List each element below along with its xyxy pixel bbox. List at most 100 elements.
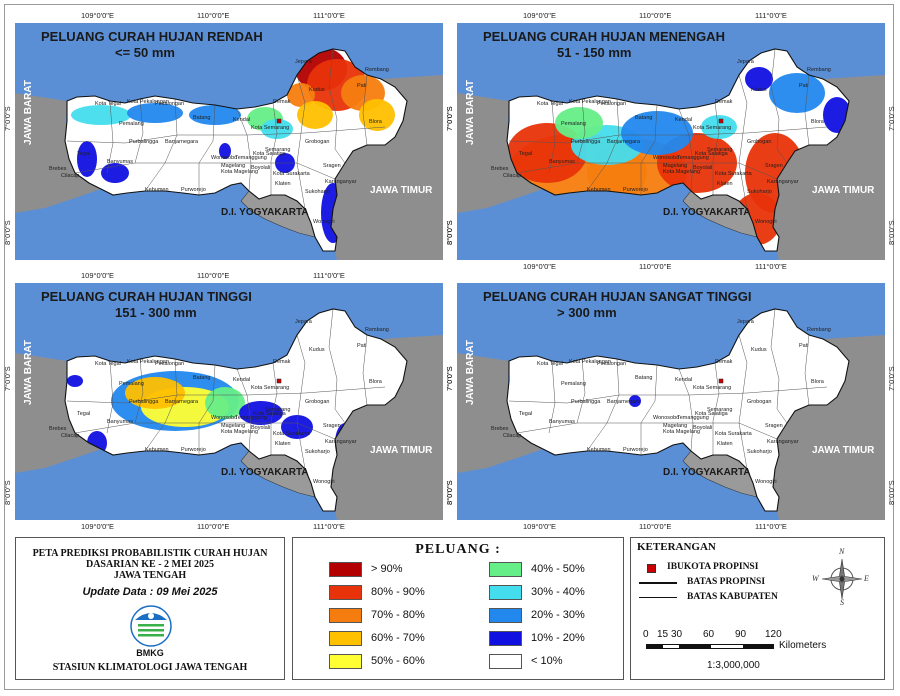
kabupaten-border (678, 108, 694, 192)
kabupaten-label: Kota Magelang (221, 169, 258, 175)
kabupaten-label: Cilacap (61, 173, 80, 179)
lon-label: 111°0'0"E (313, 271, 345, 280)
kabupaten-label: Magelang (663, 423, 688, 429)
kabupaten-label: Kota Magelang (663, 169, 700, 175)
kabupaten-label: Banyumas (549, 419, 575, 425)
kabupaten-label: Klaten (717, 181, 733, 187)
lon-label: 109°0'0"E (81, 522, 114, 531)
probability-patch (507, 123, 587, 183)
kabupaten-border (236, 108, 252, 192)
legend-label: 10% - 20% (531, 632, 585, 644)
kabupaten-label: Kota Semarang (693, 385, 732, 391)
kabupaten-border (362, 74, 368, 146)
kabupaten-label: Purbalingga (129, 399, 159, 405)
kabupaten-label: Purworejo (623, 187, 648, 193)
lat-label: 8°0'0"S (445, 480, 454, 505)
scale-tick-15: 15 (657, 629, 669, 640)
kabupaten-label: Rembang (365, 327, 389, 333)
kabupaten-label: Purworejo (181, 447, 206, 453)
legend-kabupaten-label: BATAS KABUPATEN (687, 592, 778, 602)
province-border (64, 48, 408, 252)
jawa-tengah-area (507, 309, 849, 511)
scale-tick-0: 0 (643, 629, 649, 640)
kabupaten-label: Kendal (675, 117, 693, 123)
probability-patch (297, 101, 333, 129)
kabupaten-label: Kota Pekalongan (569, 99, 611, 105)
map-panel-2: PELUANG CURAH HUJAN MENENGAH 51 - 150 mm J… (457, 23, 885, 260)
kabupaten-label: Kota Tegal (95, 101, 121, 107)
kabupaten-label: Kota Salatiga (695, 151, 728, 157)
kabupaten-label: Kota Pekalongan (127, 99, 169, 105)
capital-marker (718, 378, 724, 384)
probability-patch (359, 99, 395, 131)
kabupaten-label: Jepara (295, 319, 312, 325)
kabupaten-label: Kudus (309, 87, 325, 93)
legend-swatch (329, 562, 362, 577)
kabupaten-border (678, 368, 694, 452)
kabupaten-label: Karanganyar (325, 439, 357, 445)
page-frame (4, 4, 894, 690)
lat-label: 7°0'0"S (3, 366, 12, 391)
province-border (64, 308, 408, 512)
kabupaten-label: Kota Tegal (537, 101, 563, 107)
compass-e: E (864, 574, 869, 583)
kabupaten-line-icon (639, 597, 677, 598)
kabupaten-border (270, 362, 278, 455)
probability-patch (125, 377, 185, 409)
kabupaten-border (516, 162, 778, 180)
map-canvas (457, 283, 885, 520)
kabupaten-border (362, 334, 368, 406)
probability-layer (629, 395, 641, 407)
kabupaten-label: Semarang (265, 147, 291, 153)
legend-label: 20% - 30% (531, 609, 585, 621)
map-panel-4: PELUANG CURAH HUJAN SANGAT TINGGI > 300 m… (457, 283, 885, 520)
bmkg-logo (129, 604, 173, 648)
kabupaten-label: Demak (715, 359, 733, 365)
legend-label: 40% - 50% (531, 563, 585, 575)
kabupaten-label: Karanganyar (767, 439, 799, 445)
kabupaten-border (106, 360, 114, 434)
kabupaten-label: Kota Semarang (251, 125, 290, 131)
kabupaten-label: Temanggung (677, 155, 709, 161)
kabupaten-label: Kota Tegal (95, 361, 121, 367)
kabupaten-label: Pemalang (561, 121, 586, 127)
region-jawa-barat: JAWA BARAT (465, 340, 476, 405)
scale-tick-90: 90 (735, 629, 747, 640)
lon-label: 110°0'0"E (639, 11, 672, 20)
scale-bar (646, 644, 774, 649)
kabupaten-label: Kebumen (145, 447, 169, 453)
kabupaten-label: Tegal (519, 151, 533, 157)
region-jawa-timur: JAWA TIMUR (370, 445, 433, 456)
legend-label: 30% - 40% (531, 586, 585, 598)
kabupaten-label: Wonosobo (211, 415, 238, 421)
kabupaten-label: Kendal (675, 377, 693, 383)
lon-label: 111°0'0"E (313, 522, 345, 531)
legend-label: 60% - 70% (371, 632, 425, 644)
jawa-barat-land (15, 353, 101, 473)
bmkg-logo-text: BMKG (136, 648, 164, 658)
kabupaten-label: Banjarnegara (165, 399, 199, 405)
capital-marker (276, 378, 282, 384)
lon-label: 110°0'0"E (197, 271, 230, 280)
lon-label: 111°0'0"E (755, 262, 787, 271)
kabupaten-label: Pemalang (119, 121, 144, 127)
kabupaten-label: Klaten (275, 441, 291, 447)
lat-label: 8°0'0"S (3, 220, 12, 245)
kabupaten-label: Purbalingga (129, 139, 159, 145)
probability-patch (189, 105, 241, 125)
kabupaten-label: Purworejo (181, 187, 206, 193)
province-line-icon (639, 582, 677, 584)
kabupaten-border (66, 126, 386, 144)
kabupaten-label: Semarang (265, 407, 291, 413)
legend-swatch (329, 585, 362, 600)
region-diy: D.I. YOGYAKARTA (221, 207, 309, 218)
kabupaten-border (548, 360, 556, 434)
kabupaten-label: Demak (273, 359, 291, 365)
kabupaten-label: Tegal (77, 411, 91, 417)
probability-patch (239, 401, 283, 425)
legend-label: 80% - 90% (371, 586, 425, 598)
kabupaten-label: Pekalongan (597, 101, 627, 107)
kabupaten-border (508, 386, 828, 404)
kabupaten-border (198, 104, 216, 195)
kabupaten-label: Temanggung (235, 155, 267, 161)
